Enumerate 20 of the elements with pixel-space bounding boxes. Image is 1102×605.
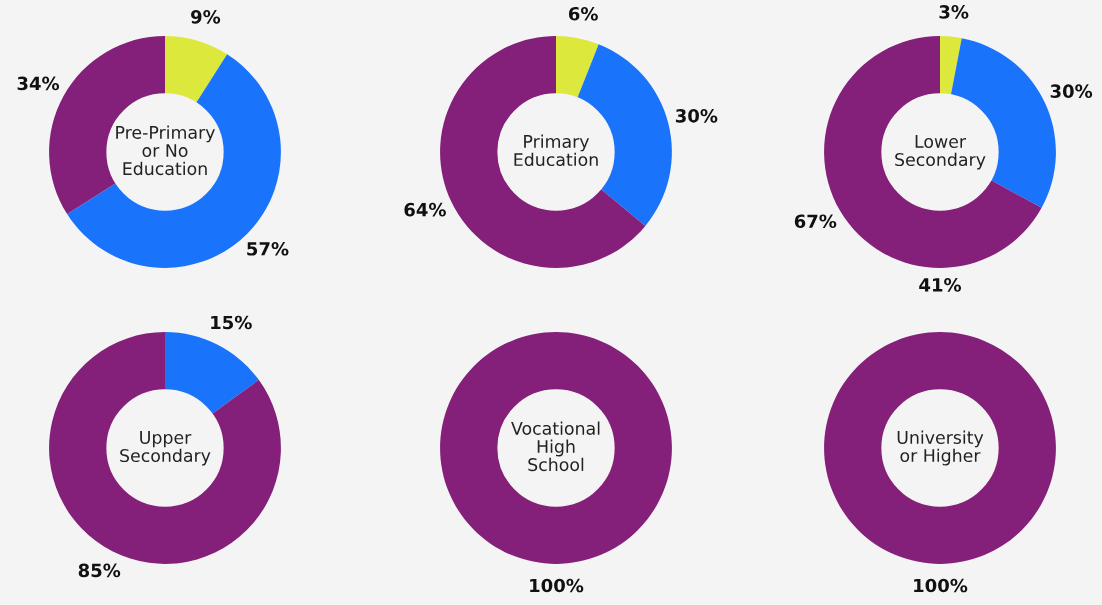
data-label: 100% [914,578,968,593]
data-label: 9% [191,10,221,24]
data-label: 30% [675,108,718,123]
data-label: 85% [78,563,121,578]
data-label: 34% [17,76,60,91]
text: Lower Secondary [895,135,986,170]
data-label: 15% [211,315,252,330]
text: Pre-Primary or No Education [116,125,215,176]
text: University or Higher [897,430,984,466]
text: Vocational High School [511,421,600,472]
data-label: 64% [404,202,446,217]
data-label: 57% [247,241,289,256]
text: 41% [919,278,962,292]
text: Upper Secondary [120,431,211,466]
data-label: 67% [794,214,837,229]
text: Primary Education [514,134,598,167]
data-label: 30% [1050,84,1093,99]
data-label: 100% [530,578,584,593]
data-label: 6% [568,6,598,21]
data-label: 3% [939,5,969,19]
